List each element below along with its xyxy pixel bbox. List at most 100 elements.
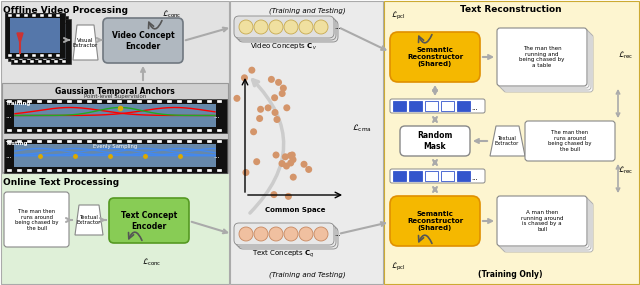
Circle shape — [284, 20, 298, 34]
FancyBboxPatch shape — [197, 129, 202, 132]
FancyBboxPatch shape — [47, 129, 52, 132]
Text: A man then
running around
is chased by a
bull: A man then running around is chased by a… — [521, 210, 563, 232]
FancyBboxPatch shape — [62, 60, 66, 63]
FancyBboxPatch shape — [137, 140, 142, 143]
FancyBboxPatch shape — [137, 100, 142, 103]
FancyBboxPatch shape — [137, 129, 142, 132]
Text: $\mathcal{L}_{\mathrm{pcl}}$: $\mathcal{L}_{\mathrm{pcl}}$ — [390, 10, 405, 22]
FancyBboxPatch shape — [56, 14, 60, 17]
Text: ...: ... — [334, 231, 340, 237]
FancyBboxPatch shape — [48, 54, 52, 57]
FancyBboxPatch shape — [107, 169, 112, 172]
FancyBboxPatch shape — [117, 129, 122, 132]
FancyBboxPatch shape — [11, 19, 71, 64]
FancyBboxPatch shape — [77, 129, 82, 132]
FancyBboxPatch shape — [197, 140, 202, 143]
Text: Point-level Supervision: Point-level Supervision — [84, 94, 146, 99]
FancyBboxPatch shape — [4, 99, 227, 133]
FancyBboxPatch shape — [207, 100, 212, 103]
Text: Testing: Testing — [6, 141, 29, 146]
Circle shape — [239, 227, 253, 241]
FancyBboxPatch shape — [87, 169, 92, 172]
Circle shape — [257, 106, 264, 113]
FancyBboxPatch shape — [8, 54, 12, 57]
FancyBboxPatch shape — [230, 1, 383, 284]
Circle shape — [289, 156, 296, 163]
FancyBboxPatch shape — [499, 30, 589, 88]
FancyBboxPatch shape — [97, 169, 102, 172]
FancyBboxPatch shape — [32, 54, 36, 57]
FancyBboxPatch shape — [14, 104, 216, 127]
FancyBboxPatch shape — [87, 140, 92, 143]
Circle shape — [269, 227, 283, 241]
Text: ...: ... — [471, 175, 478, 181]
Circle shape — [301, 161, 307, 168]
Polygon shape — [17, 33, 23, 43]
FancyBboxPatch shape — [59, 17, 63, 20]
Text: Video Concepts $\mathbf{C}_v$: Video Concepts $\mathbf{C}_v$ — [250, 42, 317, 52]
FancyBboxPatch shape — [17, 140, 22, 143]
FancyBboxPatch shape — [16, 54, 20, 57]
FancyBboxPatch shape — [8, 14, 12, 17]
Circle shape — [287, 160, 294, 166]
FancyBboxPatch shape — [5, 13, 65, 58]
FancyBboxPatch shape — [19, 17, 23, 20]
FancyBboxPatch shape — [157, 100, 162, 103]
FancyBboxPatch shape — [22, 60, 26, 63]
Circle shape — [287, 152, 294, 159]
Circle shape — [285, 193, 292, 200]
Circle shape — [278, 90, 285, 97]
FancyBboxPatch shape — [217, 129, 222, 132]
FancyBboxPatch shape — [47, 140, 52, 143]
Text: Evenly Sampling: Evenly Sampling — [93, 144, 137, 149]
FancyBboxPatch shape — [59, 57, 63, 60]
FancyBboxPatch shape — [57, 169, 62, 172]
Text: $\mathcal{L}_{\mathrm{conc}}$: $\mathcal{L}_{\mathrm{conc}}$ — [142, 256, 162, 268]
FancyBboxPatch shape — [497, 196, 587, 246]
FancyBboxPatch shape — [234, 223, 334, 245]
Text: The man then
runs around
being chased by
the bull: The man then runs around being chased by… — [15, 209, 59, 231]
Circle shape — [273, 116, 280, 123]
Circle shape — [299, 20, 313, 34]
FancyBboxPatch shape — [30, 20, 34, 23]
FancyBboxPatch shape — [127, 100, 132, 103]
Text: Random
Mask: Random Mask — [417, 131, 452, 151]
FancyBboxPatch shape — [117, 140, 122, 143]
FancyBboxPatch shape — [409, 171, 422, 181]
Polygon shape — [75, 205, 103, 235]
FancyBboxPatch shape — [16, 14, 20, 17]
FancyBboxPatch shape — [38, 60, 42, 63]
Circle shape — [241, 74, 248, 81]
FancyBboxPatch shape — [27, 140, 32, 143]
FancyBboxPatch shape — [32, 14, 36, 17]
Text: ...: ... — [213, 113, 220, 119]
FancyBboxPatch shape — [7, 100, 12, 103]
FancyBboxPatch shape — [38, 20, 42, 23]
FancyBboxPatch shape — [27, 57, 31, 60]
FancyBboxPatch shape — [24, 14, 28, 17]
Text: Textual
Extractor: Textual Extractor — [77, 215, 101, 225]
FancyBboxPatch shape — [238, 227, 338, 249]
FancyBboxPatch shape — [4, 192, 69, 247]
FancyBboxPatch shape — [97, 100, 102, 103]
Circle shape — [264, 104, 271, 111]
FancyBboxPatch shape — [107, 140, 112, 143]
Circle shape — [299, 227, 313, 241]
FancyBboxPatch shape — [393, 101, 406, 111]
FancyBboxPatch shape — [157, 169, 162, 172]
FancyBboxPatch shape — [8, 14, 12, 17]
FancyBboxPatch shape — [7, 169, 12, 172]
FancyBboxPatch shape — [37, 169, 42, 172]
FancyBboxPatch shape — [238, 20, 338, 42]
FancyBboxPatch shape — [32, 54, 36, 57]
FancyBboxPatch shape — [97, 129, 102, 132]
FancyBboxPatch shape — [157, 129, 162, 132]
Text: Training: Training — [6, 101, 31, 106]
FancyBboxPatch shape — [27, 17, 31, 20]
Circle shape — [280, 85, 287, 91]
FancyBboxPatch shape — [32, 14, 36, 17]
FancyBboxPatch shape — [177, 140, 182, 143]
FancyBboxPatch shape — [97, 140, 102, 143]
FancyBboxPatch shape — [48, 14, 52, 17]
Text: $\mathcal{L}_{\mathrm{conc}}$: $\mathcal{L}_{\mathrm{conc}}$ — [162, 9, 182, 21]
